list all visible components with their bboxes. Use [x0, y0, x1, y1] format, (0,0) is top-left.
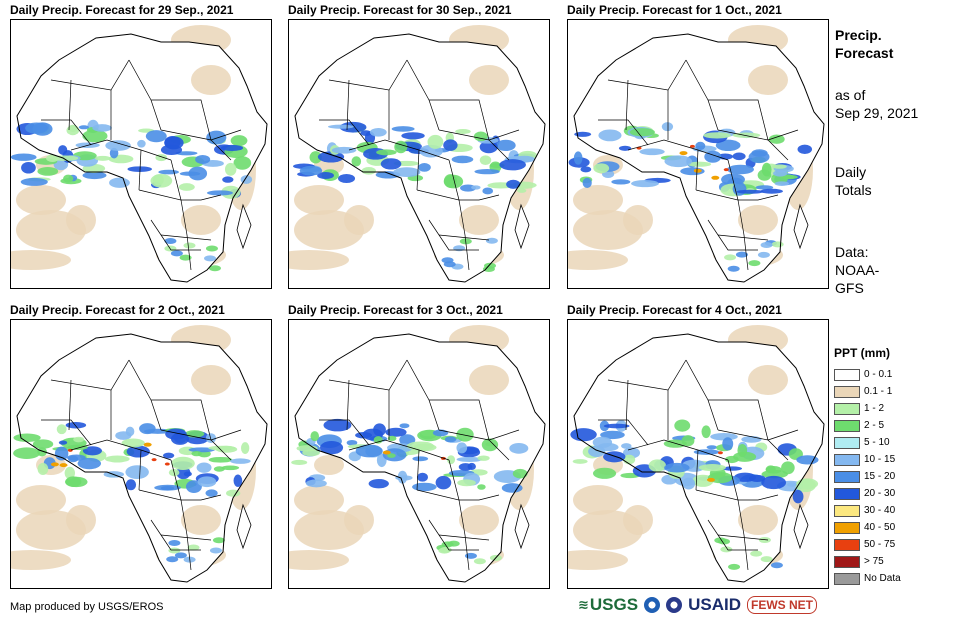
- legend-item: No Data: [834, 570, 901, 587]
- rain-band: [570, 419, 819, 570]
- fews-net-logo: FEWS NET: [747, 596, 817, 614]
- panel-title: Daily Precip. Forecast for 4 Oct., 2021: [567, 303, 782, 317]
- data-line: GFS: [835, 280, 864, 296]
- legend-item: 20 - 30: [834, 485, 901, 502]
- forecast-map: [10, 319, 272, 589]
- africa-map-svg: [568, 25, 825, 283]
- legend-swatch: [834, 487, 860, 500]
- data-line: Data:: [835, 244, 869, 260]
- forecast-map: [288, 319, 550, 589]
- forecast-map: [567, 319, 829, 589]
- legend-item: 2 - 5: [834, 417, 901, 434]
- panel-title: Daily Precip. Forecast for 3 Oct., 2021: [288, 303, 503, 317]
- legend-label: No Data: [864, 573, 901, 584]
- legend-label: 10 - 15: [864, 454, 896, 465]
- legend-swatch: [834, 419, 860, 432]
- legend-label: 30 - 40: [864, 505, 896, 516]
- legend-swatch: [834, 504, 860, 517]
- sidebar-data-source: Data: NOAA- GFS: [835, 243, 879, 297]
- legend-label: 15 - 20: [864, 471, 896, 482]
- africa-map-svg: [11, 25, 268, 283]
- legend-item: 10 - 15: [834, 451, 901, 468]
- legend-swatch: [834, 572, 860, 585]
- rain-band: [568, 122, 813, 272]
- totals-line: Daily: [835, 164, 867, 180]
- map-panel-4: Daily Precip. Forecast for 2 Oct., 2021: [10, 303, 272, 589]
- usgs-wave-icon: ≋: [578, 597, 589, 612]
- panel-title: Daily Precip. Forecast for 2 Oct., 2021: [10, 303, 225, 317]
- heading-line: Precip.: [835, 27, 882, 43]
- usgs-logo: ≋ USGS: [578, 595, 638, 615]
- heading-line: Forecast: [835, 45, 894, 61]
- nasa-seal-icon: [666, 597, 683, 613]
- sidebar-heading: Precip. Forecast: [835, 26, 893, 62]
- usaid-logo: USAID: [688, 595, 741, 614]
- noaa-seal-icon: [644, 597, 661, 613]
- asof-line: as of: [835, 87, 866, 103]
- legend-label: 0.1 - 1: [864, 386, 893, 397]
- asof-date: Sep 29, 2021: [835, 105, 919, 121]
- legend-item: 40 - 50: [834, 519, 901, 536]
- sidebar-asof: as of Sep 29, 2021: [835, 86, 918, 122]
- map-panel-5: Daily Precip. Forecast for 3 Oct., 2021: [288, 303, 550, 589]
- legend-swatch: [834, 538, 860, 551]
- legend-label: 2 - 5: [864, 420, 885, 431]
- legend: PPT (mm) 0 - 0.1 0.1 - 1 1 - 2 2 - 5 5 - 10 1…: [834, 346, 901, 587]
- legend-label: 20 - 30: [864, 488, 896, 499]
- legend-swatch: [834, 521, 860, 534]
- forecast-map: [10, 19, 272, 289]
- rain-band: [291, 418, 529, 565]
- legend-label: 50 - 75: [864, 539, 896, 550]
- legend-item: > 75: [834, 553, 901, 570]
- legend-title: PPT (mm): [834, 346, 891, 360]
- usgs-logo-text: USGS: [589, 595, 639, 614]
- legend-swatch: [834, 385, 860, 398]
- legend-label: 5 - 10: [864, 437, 890, 448]
- legend-label: 0 - 0.1: [864, 369, 893, 380]
- data-line: NOAA-: [835, 262, 880, 278]
- legend-item: 5 - 10: [834, 434, 901, 451]
- legend-item: 30 - 40: [834, 502, 901, 519]
- legend-item: 1 - 2: [834, 400, 901, 417]
- forecast-map: [567, 19, 829, 289]
- map-panel-3: Daily Precip. Forecast for 1 Oct., 2021: [567, 3, 829, 289]
- legend-swatch: [834, 555, 860, 568]
- credit-text: Map produced by USGS/EROS: [10, 601, 164, 613]
- legend-label: > 75: [864, 556, 884, 567]
- africa-map-svg: [289, 25, 546, 283]
- africa-map-svg: [568, 325, 825, 583]
- rain-band: [13, 421, 251, 563]
- totals-line: Totals: [835, 182, 872, 198]
- sidebar-totals: Daily Totals: [835, 163, 872, 199]
- legend-label: 40 - 50: [864, 522, 896, 533]
- legend-swatch: [834, 402, 860, 415]
- panel-title: Daily Precip. Forecast for 1 Oct., 2021: [567, 3, 782, 17]
- map-panel-2: Daily Precip. Forecast for 30 Sep., 2021: [288, 3, 550, 289]
- legend-item: 50 - 75: [834, 536, 901, 553]
- partner-logos: ≋ USGS USAID FEWS NET: [578, 595, 817, 615]
- africa-map-svg: [11, 325, 268, 583]
- forecast-map: [288, 19, 550, 289]
- legend-swatch: [834, 436, 860, 449]
- map-panel-1: Daily Precip. Forecast for 29 Sep., 2021: [10, 3, 272, 289]
- map-panel-6: Daily Precip. Forecast for 4 Oct., 2021: [567, 303, 829, 589]
- legend-item: 0.1 - 1: [834, 383, 901, 400]
- legend-swatch: [834, 453, 860, 466]
- legend-item: 15 - 20: [834, 468, 901, 485]
- legend-swatch: [834, 368, 860, 381]
- legend-item: 0 - 0.1: [834, 366, 901, 383]
- legend-swatch: [834, 470, 860, 483]
- panel-title: Daily Precip. Forecast for 30 Sep., 2021: [288, 3, 512, 17]
- legend-items: 0 - 0.1 0.1 - 1 1 - 2 2 - 5 5 - 10 10 - 15 15 …: [834, 366, 901, 587]
- panel-title: Daily Precip. Forecast for 29 Sep., 2021: [10, 3, 234, 17]
- legend-label: 1 - 2: [864, 403, 885, 414]
- africa-map-svg: [289, 325, 546, 583]
